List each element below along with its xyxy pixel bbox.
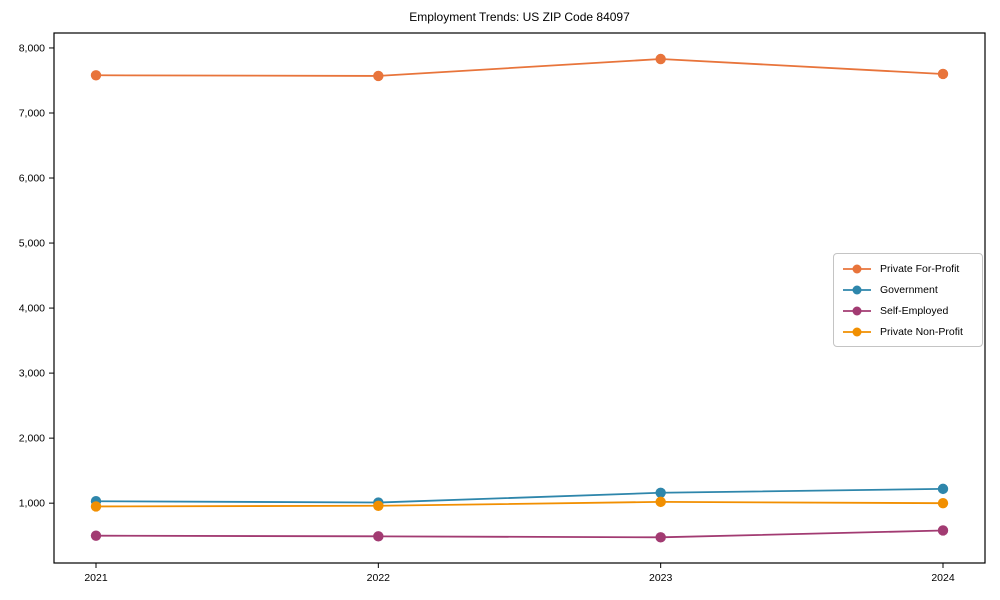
data-point-private-for-profit-2023: [655, 53, 666, 65]
data-point-private-non-profit-2023: [655, 496, 666, 508]
data-point-self-employed-2023: [655, 532, 666, 543]
data-point-private-for-profit-2024: [937, 68, 949, 80]
y-tick-label: 7,000: [19, 107, 45, 119]
data-point-government-2023: [655, 487, 666, 498]
y-tick-label: 5,000: [19, 238, 45, 250]
legend-label: Private Non-Profit: [880, 325, 963, 338]
legend-label: Government: [880, 283, 938, 296]
series-line-self-employed: [95, 529, 944, 539]
y-tick-label: 2,000: [19, 433, 45, 445]
y-tick-label: 8,000: [19, 42, 45, 54]
data-point-private-for-profit-2022: [373, 70, 384, 82]
data-point-private-non-profit-2021: [90, 501, 102, 512]
legend: Private For-Profit Government Self-Employe…: [833, 253, 983, 347]
data-point-private-for-profit-2021: [90, 70, 102, 81]
series-line-government: [95, 487, 944, 504]
x-tick-label: 2021: [84, 572, 108, 584]
legend-item-private-for-profit: Private For-Profit: [842, 258, 980, 279]
series-line-private-for-profit: [95, 58, 944, 77]
data-point-private-non-profit-2022: [373, 500, 384, 511]
legend-line-marker-icon: [843, 306, 871, 315]
y-tick-label: 3,000: [19, 368, 45, 380]
data-point-self-employed-2022: [373, 531, 384, 542]
legend-line-marker-icon: [843, 264, 871, 273]
legend-item-government: Government: [842, 279, 980, 300]
legend-item-self-employed: Self-Employed: [842, 300, 980, 321]
y-tick-label: 6,000: [19, 173, 45, 185]
legend-label: Private For-Profit: [880, 262, 960, 275]
x-tick-label: 2022: [367, 572, 391, 584]
legend-line-marker-icon: [843, 285, 871, 294]
data-point-self-employed-2021: [90, 530, 102, 541]
legend-line-marker-icon: [843, 327, 871, 336]
x-tick-label: 2024: [931, 572, 955, 584]
plot-border: [53, 32, 986, 564]
legend-label: Self-Employed: [880, 304, 949, 317]
y-tick-label: 1,000: [19, 498, 45, 510]
legend-item-private-non-profit: Private Non-Profit: [842, 321, 980, 342]
series-line-private-non-profit: [95, 500, 944, 508]
data-point-private-non-profit-2024: [937, 497, 949, 509]
y-tick-label: 4,000: [19, 303, 45, 315]
chart-title: Employment Trends: US ZIP Code 84097: [409, 10, 630, 24]
data-point-government-2024: [937, 483, 949, 495]
x-tick-label: 2023: [649, 572, 673, 584]
data-point-self-employed-2024: [937, 525, 949, 536]
